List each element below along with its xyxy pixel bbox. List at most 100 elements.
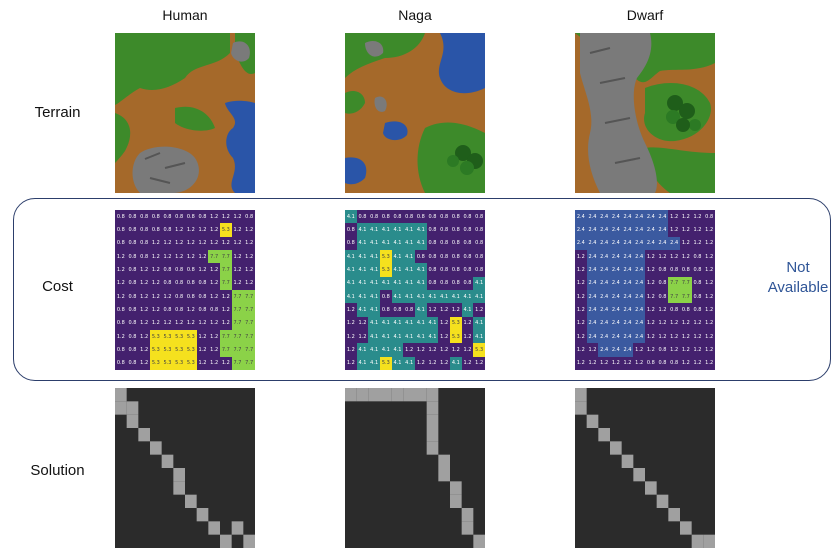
cost-cell: 4.1 [391, 223, 404, 237]
solution-path-cell [196, 508, 209, 522]
cost-cell: 0.8 [196, 290, 209, 304]
cost-cell: 2.4 [610, 263, 622, 277]
cost-cell: 1.2 [115, 290, 127, 304]
cost-cell: 2.4 [633, 236, 645, 250]
cost-cell: 0.8 [138, 236, 150, 250]
cost-cell: 0.8 [461, 250, 474, 264]
solution-path-cell [208, 521, 220, 535]
cost-cell: 1.2 [691, 356, 704, 370]
cost-cell: 0.8 [438, 263, 450, 277]
cost-cell: 0.8 [196, 303, 209, 317]
cost-cell: 1.2 [208, 276, 220, 290]
cost-cell: 1.2 [150, 290, 162, 304]
solution-path-cell [115, 401, 127, 415]
cost-cell: 0.8 [115, 223, 127, 237]
solution-path-cell [610, 441, 622, 455]
cost-cell: 2.4 [598, 223, 610, 237]
cost-cell: 4.1 [356, 276, 369, 290]
cost-cell: 1.2 [691, 210, 704, 224]
cost-cell: 1.2 [621, 356, 634, 370]
cost-cell: 1.2 [138, 263, 150, 277]
cost-cell: 4.1 [368, 263, 380, 277]
cost-cell: 0.8 [450, 210, 462, 224]
solution-path-cell [356, 388, 369, 402]
cost-cell: 2.4 [633, 223, 645, 237]
cost-cell: 4.1 [380, 330, 392, 344]
cost-cell: 5.3 [150, 356, 162, 370]
solution-path-cell [231, 521, 244, 535]
cost-cell: 1.2 [426, 343, 439, 357]
cost-cell: 1.2 [196, 263, 209, 277]
cost-cell: 0.8 [185, 290, 197, 304]
cost-cell: 1.2 [415, 356, 427, 370]
cost-cell: 1.2 [185, 316, 197, 330]
cost-cell: 1.2 [703, 343, 715, 357]
cost-cell: 0.8 [473, 210, 485, 224]
cost-cell: 2.4 [621, 290, 634, 304]
cost-cell: 2.4 [575, 210, 587, 224]
cost-cell: 2.4 [633, 250, 645, 264]
cost-cell: 4.1 [403, 356, 415, 370]
cost-cell: 1.2 [438, 330, 450, 344]
cost-cell: 1.2 [208, 316, 220, 330]
cost-cell: 1.2 [438, 343, 450, 357]
cost-cell: 7.7 [220, 330, 232, 344]
cost-grid-dwarf: 2.4 2.4 2.4 2.4 2.4 2.4 2.4 2.4 1.2 1.2 1.2 0.8 2.4 2… [575, 210, 715, 370]
cost-cell: 1.2 [645, 303, 657, 317]
cost-cell: 1.2 [185, 303, 197, 317]
cost-cell: 2.4 [621, 316, 634, 330]
cost-cell: 1.2 [680, 330, 692, 344]
cost-cell: 5.3 [161, 343, 174, 357]
cost-cell: 2.4 [621, 343, 634, 357]
cost-cell: 2.4 [610, 276, 622, 290]
cost-cell: 7.7 [231, 356, 244, 370]
cost-cell: 4.1 [426, 290, 439, 304]
cost-cell: 0.8 [415, 210, 427, 224]
cost-cell: 0.8 [426, 276, 439, 290]
cost-cell: 0.8 [380, 303, 392, 317]
cost-cell: 0.8 [356, 210, 369, 224]
solution-path-cell [575, 388, 587, 402]
cost-cell: 7.7 [243, 356, 255, 370]
cost-cell: 1.2 [691, 223, 704, 237]
terrain-map-human [115, 33, 255, 193]
cost-cell: 4.1 [356, 263, 369, 277]
cost-cell: 0.8 [126, 210, 139, 224]
cost-cell: 4.1 [368, 303, 380, 317]
cost-cell: 1.2 [450, 303, 462, 317]
cost-cell: 0.8 [243, 210, 255, 224]
cost-cell: 0.8 [150, 210, 162, 224]
cost-cell: 0.8 [403, 210, 415, 224]
cost-cell: 1.2 [703, 316, 715, 330]
cost-cell: 1.2 [173, 223, 185, 237]
solution-grid-human [115, 388, 255, 548]
cost-cell: 0.8 [161, 276, 174, 290]
solution-path-cell [426, 388, 439, 402]
cost-cell: 1.2 [208, 210, 220, 224]
cost-cell: 2.4 [610, 343, 622, 357]
cost-cell: 4.1 [438, 290, 450, 304]
solution-path-cell [115, 388, 127, 402]
cost-cell: 5.3 [380, 356, 392, 370]
terrain-map-naga [345, 33, 485, 193]
column-header-dwarf: Dwarf [626, 7, 664, 23]
cost-cell: 1.2 [438, 303, 450, 317]
not-available-label: Not Available [758, 258, 835, 298]
cost-cell: 4.1 [403, 290, 415, 304]
cost-cell: 0.8 [403, 303, 415, 317]
cost-cell: 2.4 [586, 263, 599, 277]
cost-cell: 0.8 [473, 223, 485, 237]
cost-cell: 1.2 [243, 263, 255, 277]
cost-cell: 4.1 [415, 223, 427, 237]
cost-cell: 7.7 [231, 316, 244, 330]
cost-cell: 2.4 [621, 330, 634, 344]
cost-cell: 4.1 [391, 356, 404, 370]
cost-cell: 1.2 [220, 210, 232, 224]
cost-cell: 0.8 [680, 263, 692, 277]
cost-cell: 1.2 [220, 290, 232, 304]
cost-cell: 0.8 [126, 223, 139, 237]
cost-cell: 1.2 [575, 356, 587, 370]
cost-cell: 1.2 [575, 263, 587, 277]
cost-cell: 1.2 [656, 316, 669, 330]
solution-path-cell [575, 401, 587, 415]
